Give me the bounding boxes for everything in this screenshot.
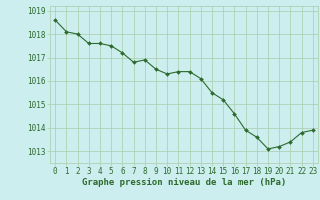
X-axis label: Graphe pression niveau de la mer (hPa): Graphe pression niveau de la mer (hPa): [82, 178, 286, 187]
